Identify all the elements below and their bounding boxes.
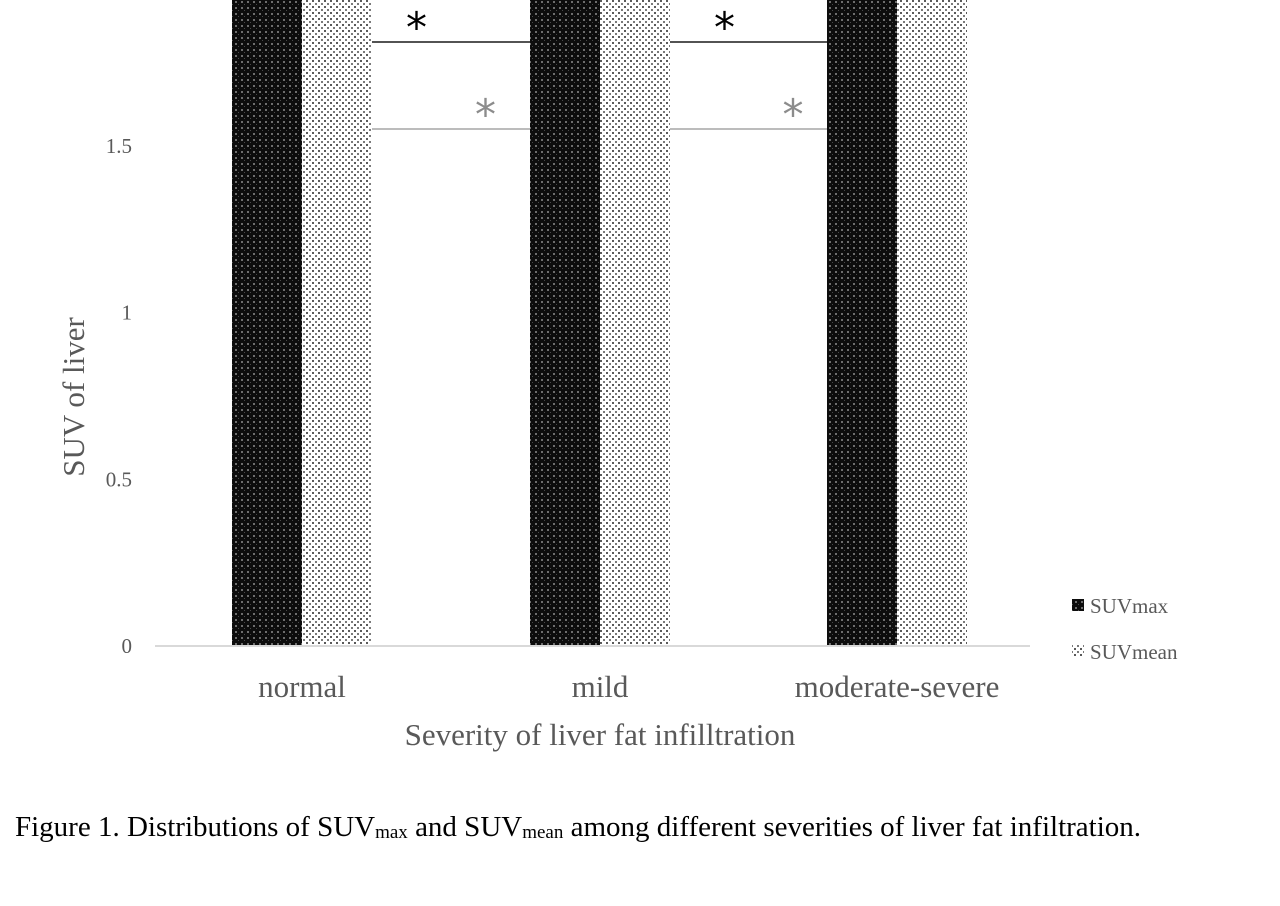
x-tick-label-mild: mild bbox=[572, 669, 629, 704]
x-axis-label: Severity of liver fat infilltration bbox=[405, 717, 796, 752]
legend-swatch-suvmax bbox=[1072, 599, 1084, 611]
significance-bracket bbox=[653, 0, 933, 130]
legend-label-suvmean: SUVmean bbox=[1090, 640, 1178, 664]
bar-suvmean-moderate-severe bbox=[897, 0, 967, 647]
legend-label-suvmax: SUVmax bbox=[1090, 594, 1169, 618]
x-tick-label-moderate-severe: moderate-severe bbox=[795, 669, 1000, 704]
bar-suvmax-normal bbox=[232, 0, 302, 646]
y-axis-label: SUV of liver bbox=[56, 317, 91, 477]
significance-star: * bbox=[783, 90, 804, 139]
caption-suffix: among different severities of liver fat … bbox=[563, 811, 1142, 843]
significance-bracket bbox=[577, 0, 872, 43]
bar-suvmax-mild bbox=[530, 0, 600, 646]
x-tick-label-normal: normal bbox=[258, 669, 346, 704]
bar-suvmax-moderate-severe bbox=[827, 0, 897, 646]
significance-star: * bbox=[406, 3, 427, 52]
caption-sub-mean: mean bbox=[522, 822, 564, 843]
y-tick-label: 1.5 bbox=[106, 134, 132, 158]
bar-suvmean-normal bbox=[302, 0, 372, 646]
significance-bracket bbox=[269, 0, 564, 43]
figure-caption: Figure 1. Distributions of SUVmax and SU… bbox=[15, 806, 1265, 848]
legend-swatch-suvmean bbox=[1072, 645, 1084, 657]
significance-star: * bbox=[475, 90, 496, 139]
caption-sub-max: max bbox=[375, 822, 408, 843]
bar-suvmean-mild bbox=[600, 0, 670, 647]
significance-star: * bbox=[714, 3, 735, 52]
y-tick-label: 1 bbox=[122, 301, 133, 325]
y-tick-label: 0.5 bbox=[106, 467, 132, 491]
legend: SUVmax SUVmean bbox=[1072, 594, 1178, 664]
caption-mid: and SUV bbox=[407, 811, 523, 843]
chart: **** 00.511.522.53 normalmildmoderate-se… bbox=[56, 0, 1178, 752]
significance-bracket bbox=[346, 0, 625, 130]
caption-prefix: Figure 1. Distributions of SUV bbox=[15, 811, 376, 843]
y-tick-label: 0 bbox=[122, 634, 133, 658]
